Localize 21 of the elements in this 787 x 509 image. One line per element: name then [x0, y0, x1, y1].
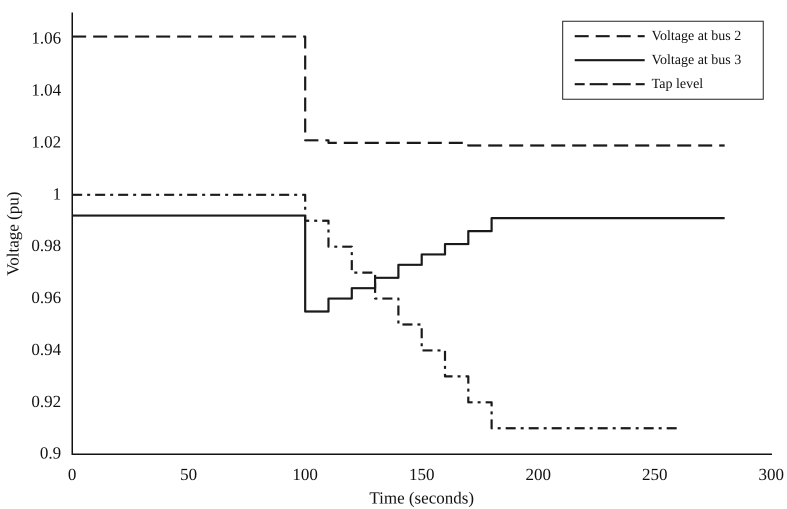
x-tick-label: 200: [525, 464, 551, 484]
legend-label: Tap level: [652, 76, 704, 92]
legend-label: Voltage at bus 3: [652, 52, 742, 68]
legend-label: Voltage at bus 2: [652, 28, 742, 44]
x-tick-label: 0: [68, 464, 76, 484]
y-axis-title: Voltage (pu): [4, 192, 23, 276]
y-tick-label: 0.92: [31, 392, 62, 411]
y-tick-label: 0.94: [31, 340, 62, 359]
x-tick-label: 300: [758, 464, 784, 484]
y-tick-label: 0.9: [40, 444, 62, 463]
y-tick-label: 0.96: [31, 288, 62, 308]
y-tick-label: 1.06: [31, 28, 62, 48]
y-tick-label: 0.98: [31, 236, 62, 256]
x-tick-label: 250: [642, 464, 668, 484]
x-tick-label: 50: [180, 464, 198, 484]
x-tick-label: 150: [408, 464, 434, 484]
y-tick-label: 1: [52, 184, 62, 204]
y-tick-label: 1.02: [31, 132, 62, 152]
x-axis-title: Time (seconds): [369, 488, 474, 508]
y-tick-label: 1.04: [31, 80, 62, 100]
x-tick-label: 100: [292, 464, 318, 484]
